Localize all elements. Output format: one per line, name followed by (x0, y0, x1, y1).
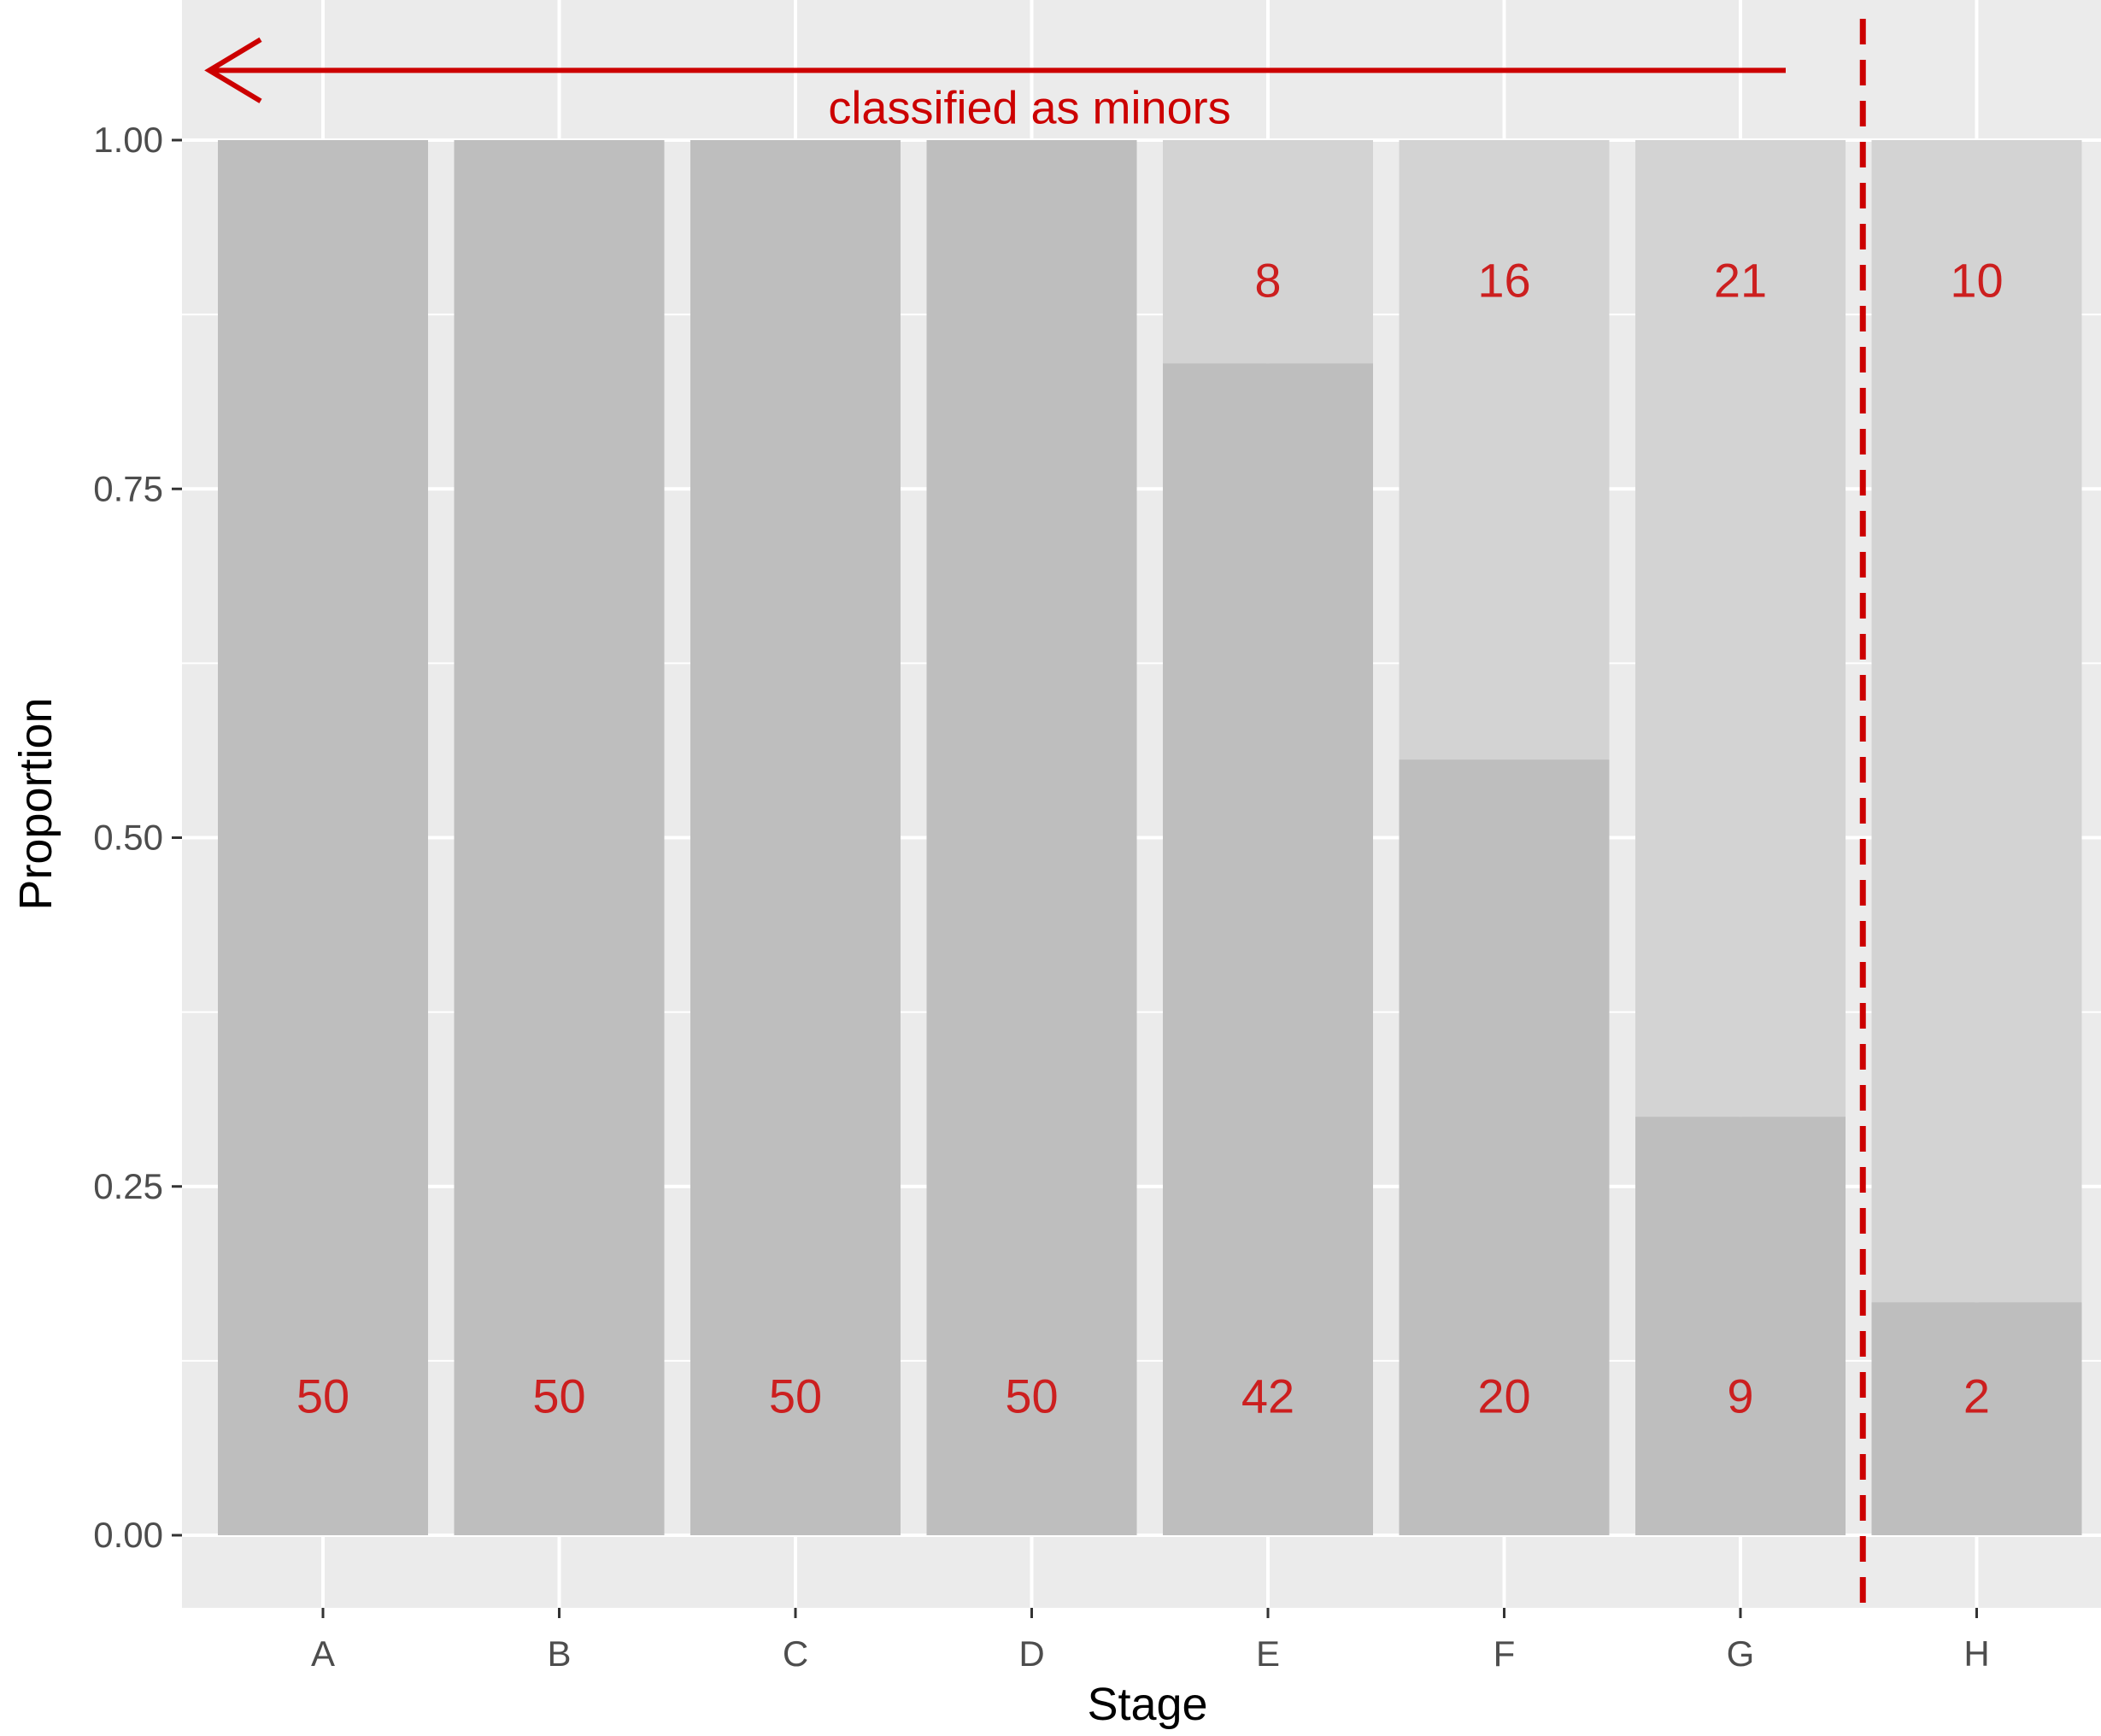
count-label-lower-E: 42 (1241, 1369, 1294, 1423)
bar-lower-B (454, 140, 665, 1535)
bar-lower-F (1399, 760, 1610, 1535)
x-tick-label-D: D (1018, 1633, 1044, 1674)
x-tick-label-B: B (547, 1633, 571, 1674)
count-label-lower-C: 50 (769, 1369, 822, 1423)
count-label-lower-G: 9 (1727, 1369, 1753, 1423)
bar-lower-A (218, 140, 428, 1535)
count-label-lower-F: 20 (1477, 1369, 1530, 1423)
x-tick-label-G: G (1727, 1633, 1755, 1674)
count-label-upper-H: 10 (1950, 253, 2003, 307)
count-label-lower-A: 50 (296, 1369, 349, 1423)
bars (218, 140, 2082, 1535)
x-tick-label-H: H (1963, 1633, 1989, 1674)
bar-upper-E (1163, 140, 1373, 364)
annotation-arrowhead (204, 37, 262, 103)
y-tick-label: 0.75 (93, 468, 163, 508)
annotation: classified as minors (204, 19, 1866, 1608)
bar-upper-G (1635, 140, 1846, 1117)
count-label-lower-B: 50 (532, 1369, 585, 1423)
x-tick-label-C: C (783, 1633, 808, 1674)
x-tick-label-A: A (311, 1633, 335, 1674)
y-tick-label: 0.25 (93, 1166, 163, 1206)
x-tick-label-E: E (1256, 1633, 1280, 1674)
y-tick-label: 0.00 (93, 1515, 163, 1555)
bar-lower-C (690, 140, 901, 1535)
count-label-lower-D: 50 (1005, 1369, 1058, 1423)
y-axis-title: Proportion (10, 697, 62, 910)
x-tick-label-F: F (1494, 1633, 1516, 1674)
count-label-lower-H: 2 (1963, 1369, 1990, 1423)
bar-upper-F (1399, 140, 1610, 760)
bar-lower-D (926, 140, 1137, 1535)
bar-lower-E (1163, 363, 1373, 1535)
y-tick-label: 1.00 (93, 120, 163, 160)
bar-upper-H (1871, 140, 2082, 1303)
count-labels: 50 50 50 50 42 8 20 16 9 21 2 10 (296, 253, 2004, 1422)
count-label-upper-G: 21 (1714, 253, 1767, 307)
bar-lower-H (1871, 1302, 2082, 1535)
x-axis-title: Stage (1087, 1679, 1207, 1730)
count-label-upper-E: 8 (1254, 253, 1281, 307)
count-label-upper-F: 16 (1477, 253, 1530, 307)
axes: 0.00 0.25 0.50 0.75 1.00 A B C D E F G H (93, 120, 1989, 1674)
annotation-text: classified as minors (828, 82, 1230, 133)
bar-lower-G (1635, 1117, 1846, 1535)
y-tick-label: 0.50 (93, 818, 163, 858)
